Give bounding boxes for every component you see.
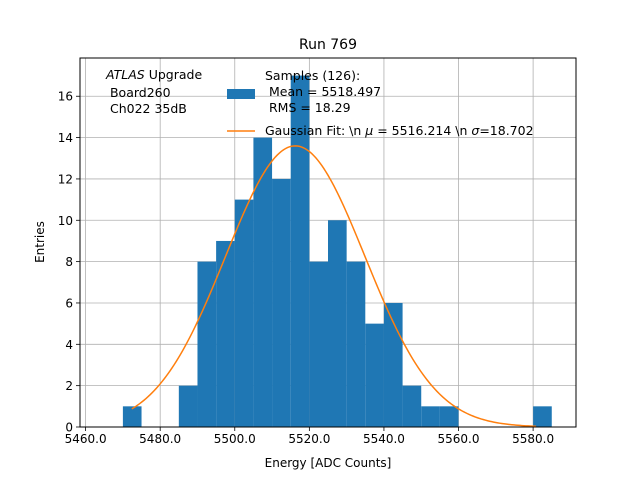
histogram-bar [533, 406, 552, 427]
x-tick-label: 5540.0 [363, 432, 405, 446]
histogram-bar [346, 261, 366, 427]
chart-title: Run 769 [299, 37, 357, 53]
histogram-bar [197, 261, 217, 427]
histogram-bar [253, 137, 273, 427]
annotation-channel: Ch022 35dB [106, 101, 187, 116]
legend-histogram-swatch [227, 89, 255, 99]
y-tick-label: 14 [58, 131, 73, 145]
x-tick-label: 5580.0 [512, 432, 554, 446]
histogram-bar [365, 323, 384, 427]
legend-fit-label: Gaussian Fit: \n μ = 5516.214 \n σ=18.70… [265, 123, 534, 138]
annotation-board: Board260 [106, 85, 171, 100]
axis-ticks: 5460.0 5480.0 5500.0 5520.0 5540.0 5560.0 5580… [58, 90, 554, 446]
histogram-bar [421, 406, 440, 427]
histogram-bar [309, 261, 328, 427]
atlas-annotation: ATLAS Upgrade Board260 Ch022 35dB [105, 67, 202, 116]
gaussian-fit [131, 145, 537, 428]
histogram-bar [402, 385, 422, 427]
y-tick-label: 0 [65, 421, 73, 435]
histogram-bar [290, 75, 310, 428]
x-tick-label: 5460.0 [65, 432, 107, 446]
x-tick-label: 5480.0 [139, 432, 181, 446]
gaussian-fit-line [131, 145, 537, 428]
histogram-bar [178, 385, 198, 427]
legend: Samples (126): Mean = 5518.497 RMS = 18.… [227, 68, 534, 138]
legend-histogram-label-3: RMS = 18.29 [265, 100, 351, 115]
histogram-bar [122, 406, 142, 427]
histogram-bars [122, 75, 552, 428]
y-tick-label: 4 [65, 338, 73, 352]
y-tick-label: 8 [65, 255, 73, 269]
x-tick-label: 5520.0 [288, 432, 330, 446]
y-axis-label: Entries [33, 221, 47, 263]
histogram-bar [439, 406, 459, 427]
histogram-bar [234, 199, 254, 427]
plot-frame [79, 57, 577, 428]
histogram-bar [383, 302, 403, 427]
y-tick-label: 6 [65, 296, 73, 310]
histogram-bar [328, 220, 347, 427]
y-tick-label: 2 [65, 379, 73, 393]
annotation-atlas: ATLAS [105, 67, 145, 82]
histogram-bar [272, 178, 291, 427]
annotation-upgrade: Upgrade [145, 67, 203, 82]
x-axis-label: Energy [ADC Counts] [265, 456, 392, 470]
x-tick-label: 5500.0 [214, 432, 256, 446]
y-tick-label: 12 [58, 172, 73, 186]
x-tick-label: 5560.0 [438, 432, 480, 446]
y-tick-label: 10 [58, 214, 73, 228]
legend-histogram-label-2: Mean = 5518.497 [265, 84, 381, 99]
svg-text:ATLAS Upgrade: ATLAS Upgrade [105, 67, 202, 82]
histogram-bar [216, 240, 235, 427]
y-tick-label: 16 [58, 90, 73, 104]
legend-histogram-label-1: Samples (126): [265, 68, 360, 83]
